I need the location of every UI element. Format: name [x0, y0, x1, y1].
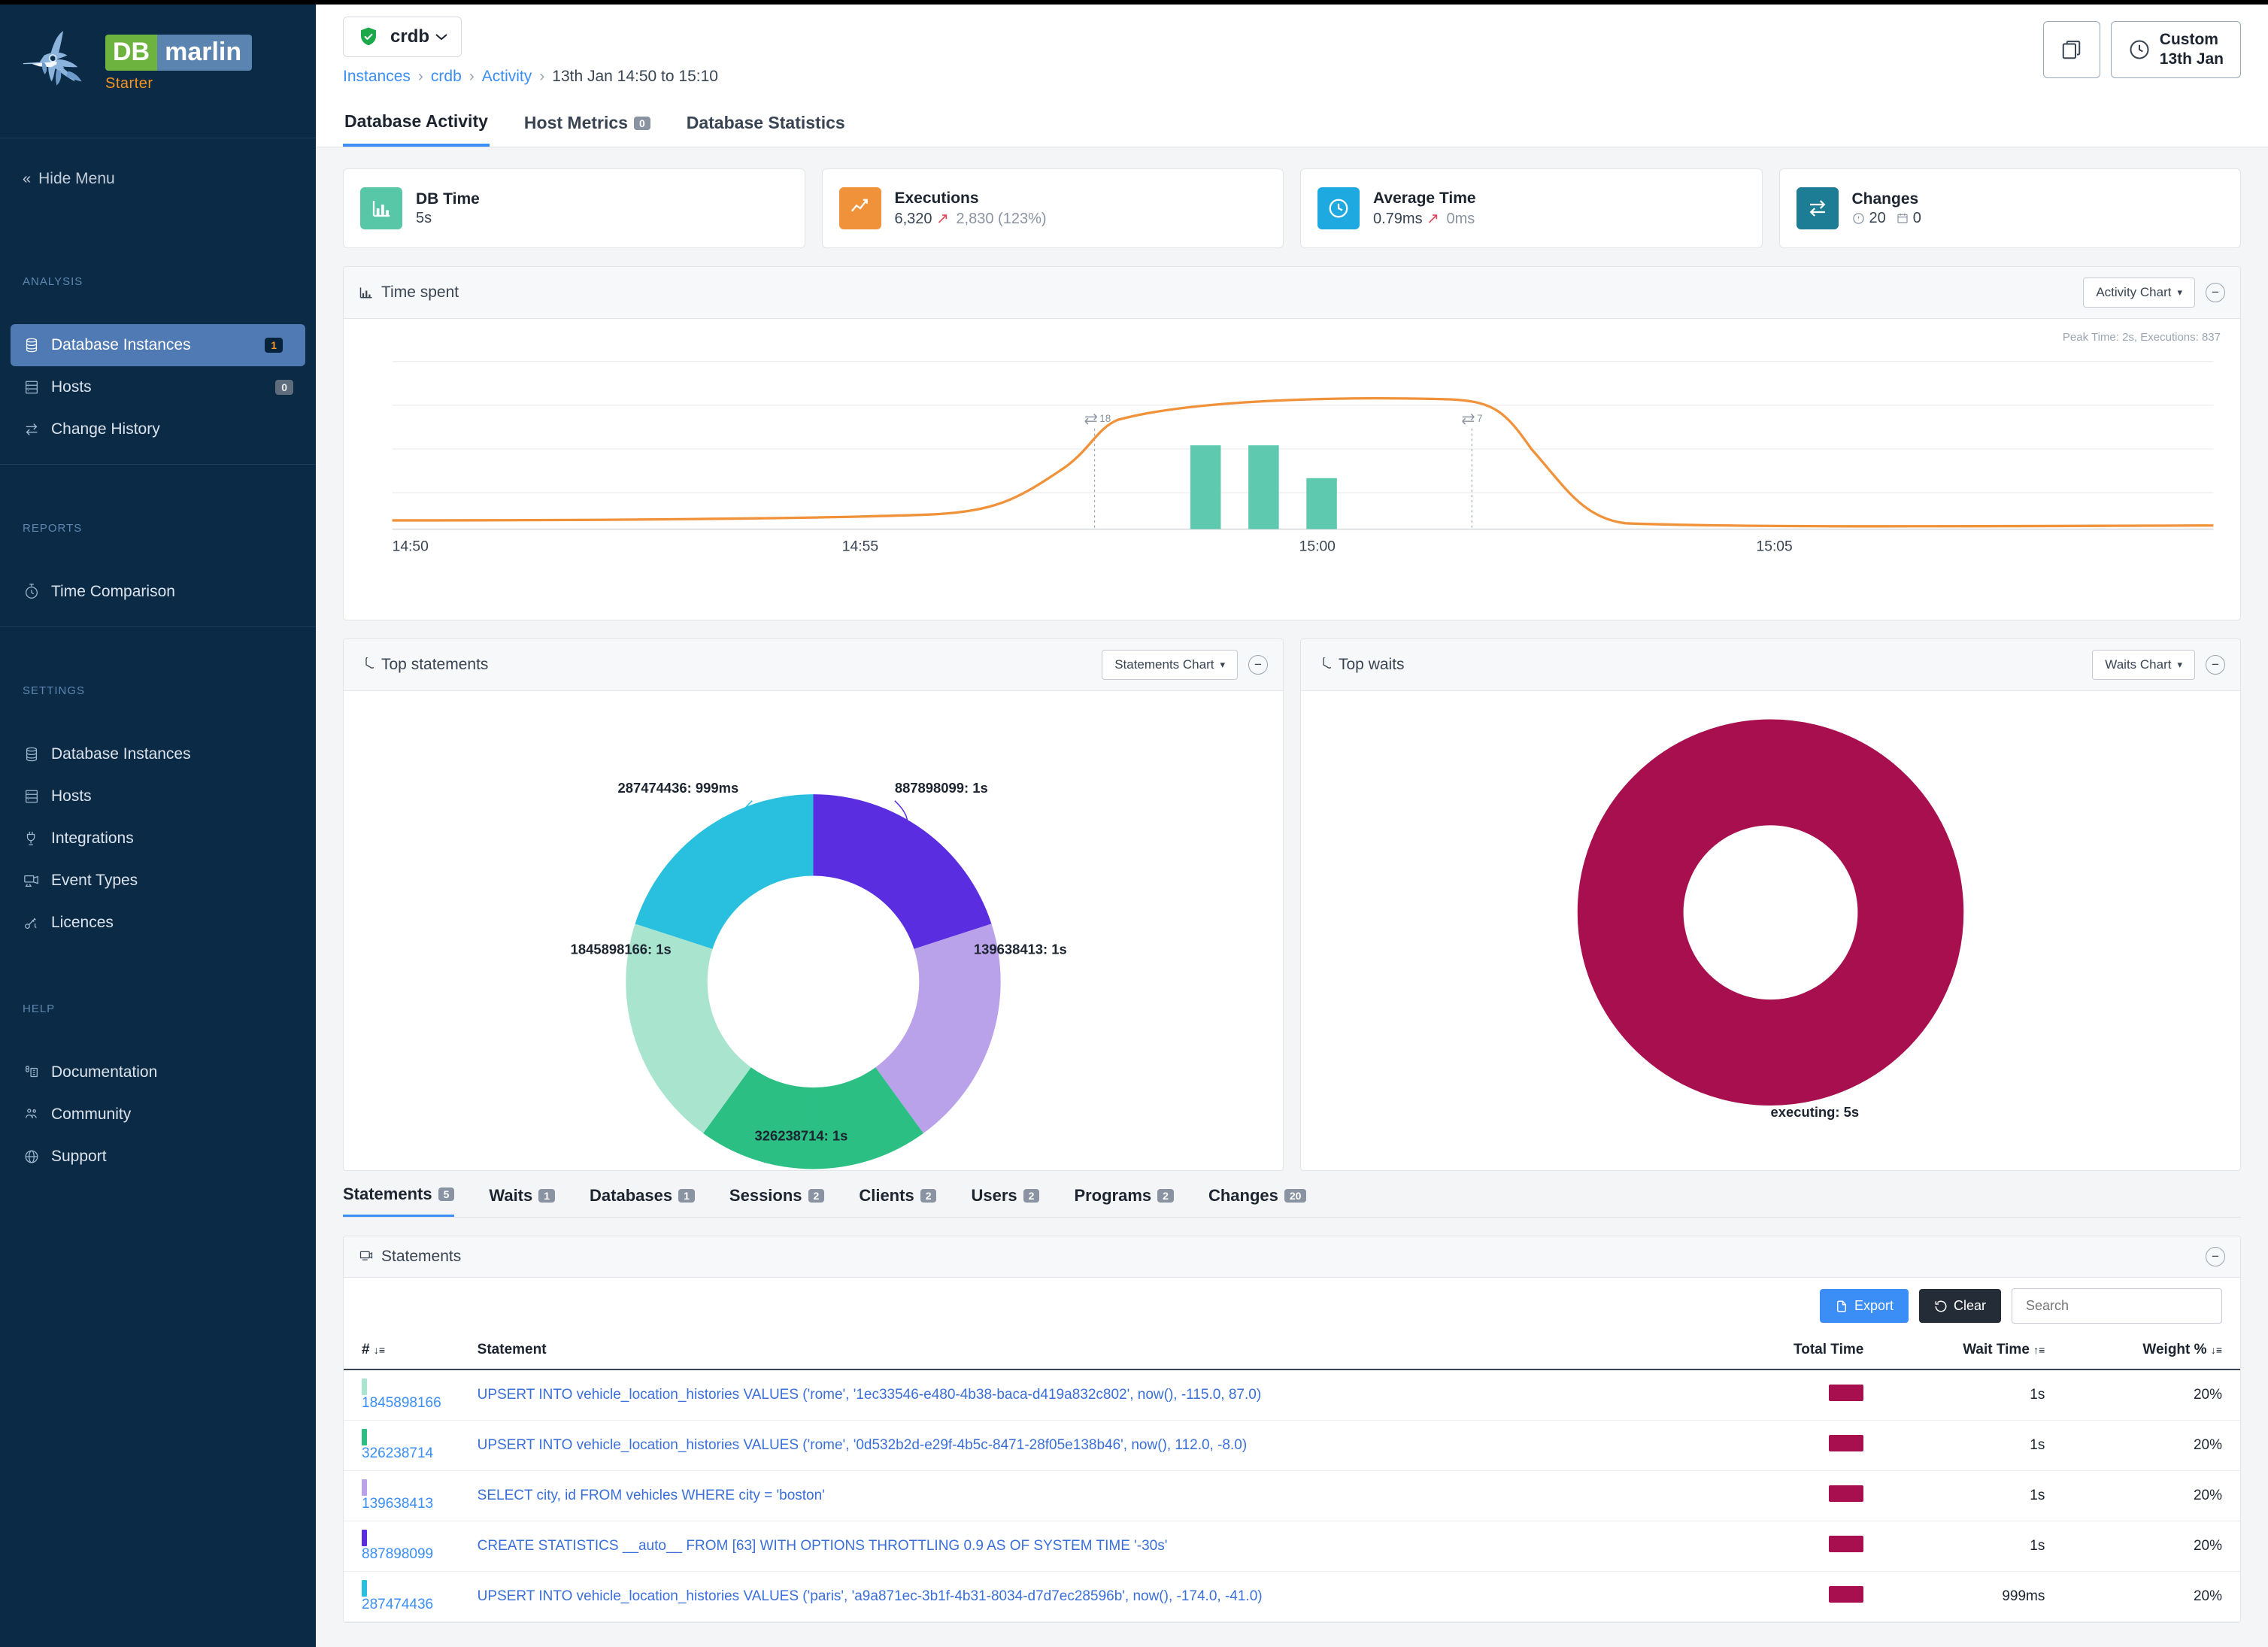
svg-text:14:50: 14:50 — [393, 539, 429, 555]
svg-text:15:00: 15:00 — [1299, 539, 1336, 555]
svg-text:326238714: 1s: 326238714: 1s — [755, 1128, 848, 1144]
svg-text:14:55: 14:55 — [842, 539, 878, 555]
svg-text:18: 18 — [1099, 413, 1111, 424]
svg-text:executing: 5s: executing: 5s — [1771, 1104, 1860, 1120]
svg-text:887898099: 1s: 887898099: 1s — [895, 780, 988, 796]
svg-text:139638413: 1s: 139638413: 1s — [974, 942, 1067, 957]
svg-text:15:05: 15:05 — [1757, 539, 1793, 555]
svg-text:287474436: 999ms: 287474436: 999ms — [618, 780, 739, 796]
svg-text:1845898166: 1s: 1845898166: 1s — [571, 942, 672, 957]
svg-text:7: 7 — [1477, 413, 1483, 424]
